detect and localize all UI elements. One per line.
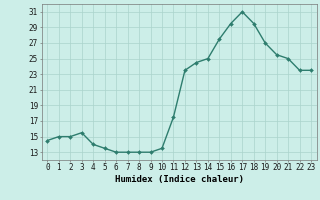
X-axis label: Humidex (Indice chaleur): Humidex (Indice chaleur) [115,175,244,184]
